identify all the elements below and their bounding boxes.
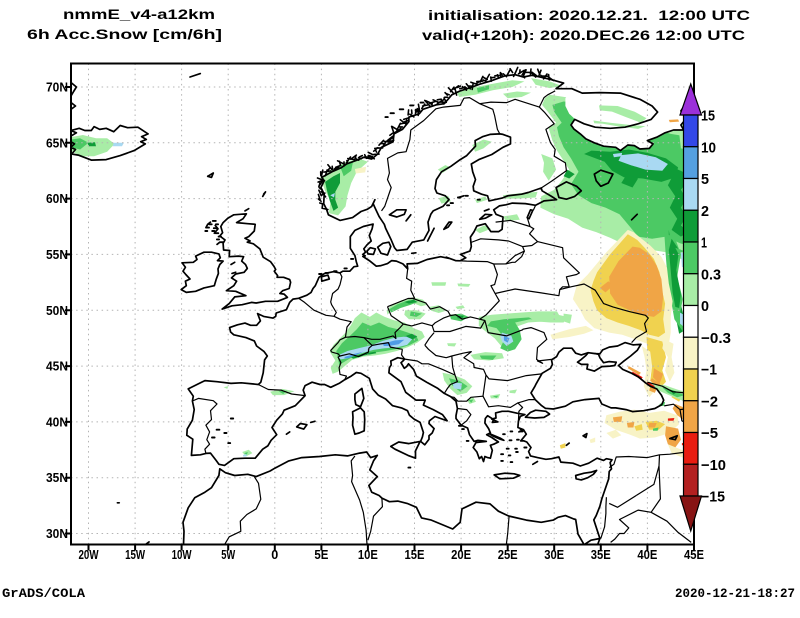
svg-text:10: 10: [701, 139, 716, 156]
svg-text:nmmE_v4-a12km: nmmE_v4-a12km: [63, 6, 215, 22]
svg-text:50N: 50N: [46, 303, 68, 318]
svg-text:45N: 45N: [46, 359, 68, 374]
svg-text:30N: 30N: [46, 526, 68, 541]
svg-text:15W: 15W: [125, 547, 146, 562]
svg-text:0: 0: [271, 547, 278, 562]
svg-text:−1: −1: [701, 362, 717, 379]
svg-text:0.3: 0.3: [701, 266, 721, 283]
svg-text:−5: −5: [701, 425, 718, 442]
svg-text:30E: 30E: [544, 547, 564, 562]
svg-text:25E: 25E: [498, 547, 518, 562]
svg-text:−2: −2: [701, 393, 718, 410]
svg-text:−10: −10: [701, 457, 726, 474]
svg-text:1: 1: [701, 235, 707, 252]
svg-text:10W: 10W: [172, 547, 193, 562]
svg-text:6h Acc.Snow [cm/6h]: 6h Acc.Snow [cm/6h]: [27, 26, 222, 42]
svg-text:40N: 40N: [46, 414, 68, 429]
svg-text:0: 0: [701, 298, 709, 315]
svg-text:65N: 65N: [46, 135, 68, 150]
svg-text:5E: 5E: [314, 547, 328, 562]
svg-text:55N: 55N: [46, 247, 68, 262]
svg-text:15: 15: [701, 108, 715, 125]
svg-text:20E: 20E: [451, 547, 471, 562]
svg-text:5: 5: [701, 171, 709, 188]
svg-text:2020-12-21-18:27: 2020-12-21-18:27: [675, 586, 795, 601]
svg-text:−15: −15: [701, 489, 725, 506]
svg-text:−0.3: −0.3: [701, 330, 731, 347]
svg-text:40E: 40E: [637, 547, 657, 562]
svg-text:20W: 20W: [79, 547, 100, 562]
svg-text:5W: 5W: [221, 547, 236, 562]
svg-text:10E: 10E: [358, 547, 378, 562]
svg-text:valid(+120h): 2020.DEC.26 12:0: valid(+120h): 2020.DEC.26 12:00 UTC: [422, 27, 745, 43]
svg-text:45E: 45E: [684, 547, 704, 562]
svg-text:35E: 35E: [591, 547, 611, 562]
svg-text:35N: 35N: [46, 470, 68, 485]
svg-text:15E: 15E: [405, 547, 425, 562]
svg-text:60N: 60N: [46, 191, 68, 206]
svg-text:2: 2: [701, 203, 709, 220]
svg-text:70N: 70N: [46, 80, 68, 95]
svg-text:GrADS/COLA: GrADS/COLA: [2, 586, 85, 601]
svg-text:initialisation: 2020.12.21. 1: initialisation: 2020.12.21. 12:00 UTC: [428, 7, 750, 23]
